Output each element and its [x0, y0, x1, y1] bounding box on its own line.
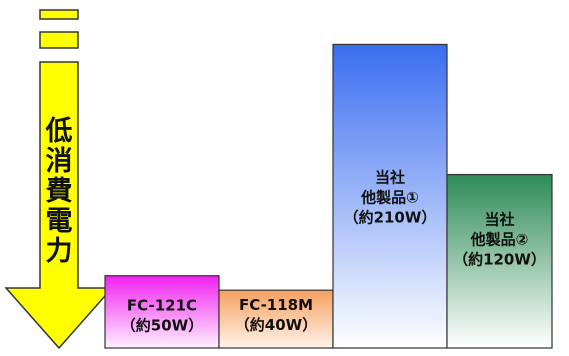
- bar-label-2-2: （約210W）: [344, 208, 437, 226]
- bar-label-3-0: 当社: [484, 211, 514, 229]
- arrow-body: [4, 61, 114, 350]
- arrow-stripe-middle: [39, 31, 79, 49]
- bar-1: [218, 289, 334, 349]
- bar-2: [332, 43, 448, 349]
- bar-label-3-2: （約120W）: [453, 251, 546, 269]
- bar-3: [446, 173, 553, 349]
- bar-0: [104, 275, 220, 349]
- arrow-char-1: 消: [46, 146, 73, 177]
- bar-label-2-1: 他製品①: [360, 188, 419, 206]
- bars: [104, 43, 553, 349]
- bar-label-1-1: （約40W）: [235, 316, 317, 334]
- bar-label-0-1: （約50W）: [121, 317, 203, 335]
- arrow-stripe-top: [39, 9, 79, 20]
- bar-label-3-1: 他製品②: [470, 231, 529, 249]
- arrow-char-0: 低: [45, 116, 73, 147]
- arrow-char-3: 電: [46, 206, 73, 237]
- bar-label-0-0: FC-121C: [127, 297, 197, 315]
- bar-label-2-0: 当社: [375, 168, 405, 186]
- arrow-char-4: 力: [46, 236, 73, 267]
- bar-label-1-0: FC-118M: [239, 296, 313, 314]
- arrow-char-2: 費: [46, 176, 73, 207]
- bar-labels: FC-121C（約50W）FC-118M（約40W）当社他製品①（約210W）当…: [121, 168, 546, 334]
